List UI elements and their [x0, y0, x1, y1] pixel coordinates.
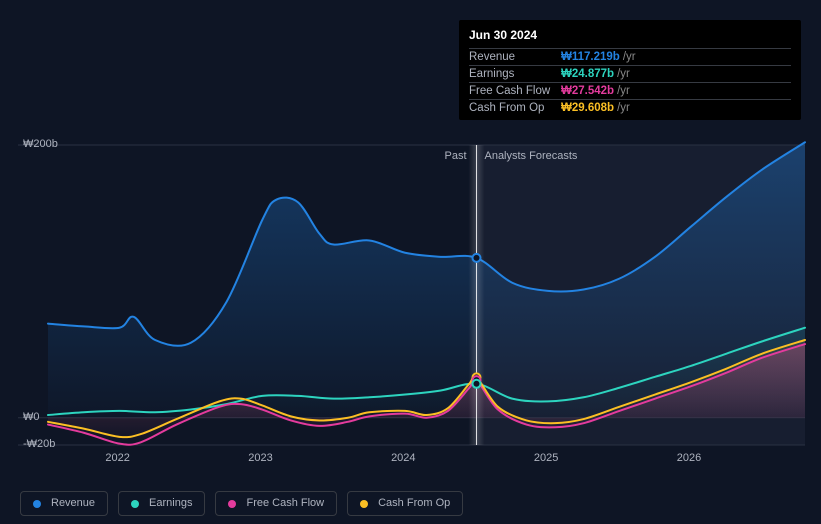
- y-axis-tick-label: -₩20b: [23, 438, 55, 450]
- legend-dot-icon: [228, 500, 236, 508]
- tooltip-value: ₩29.608b: [561, 102, 614, 114]
- tooltip-row-fcf: Free Cash Flow ₩27.542b /yr: [469, 82, 791, 99]
- legend-dot-icon: [131, 500, 139, 508]
- x-axis-tick-label: 2024: [391, 452, 415, 464]
- legend-item-cfo[interactable]: Cash From Op: [347, 491, 463, 516]
- legend-item-fcf[interactable]: Free Cash Flow: [215, 491, 337, 516]
- tooltip-row-cfo: Cash From Op ₩29.608b /yr: [469, 99, 791, 116]
- tooltip-value: ₩24.877b: [561, 68, 614, 80]
- legend-label: Cash From Op: [378, 498, 450, 509]
- tooltip-row-revenue: Revenue ₩117.219b /yr: [469, 48, 791, 65]
- y-axis-tick-label: ₩200b: [23, 138, 58, 150]
- tooltip-metric-label: Free Cash Flow: [469, 85, 561, 97]
- legend-label: Free Cash Flow: [246, 498, 324, 509]
- section-past-label: Past: [444, 150, 466, 162]
- legend-dot-icon: [33, 500, 41, 508]
- x-axis-tick-label: 2023: [248, 452, 272, 464]
- data-tooltip: Jun 30 2024 Revenue ₩117.219b /yr Earnin…: [459, 20, 801, 120]
- section-forecast-label: Analysts Forecasts: [484, 150, 577, 162]
- legend: Revenue Earnings Free Cash Flow Cash Fro…: [20, 491, 463, 516]
- legend-dot-icon: [360, 500, 368, 508]
- tooltip-metric-label: Earnings: [469, 68, 561, 80]
- tooltip-value: ₩117.219b: [561, 51, 620, 63]
- financial-chart: ₩200b ₩0 -₩20b 2022 2023 2024 2025 2026 …: [0, 0, 821, 524]
- legend-label: Earnings: [149, 498, 192, 509]
- legend-label: Revenue: [51, 498, 95, 509]
- tooltip-unit: /yr: [617, 85, 630, 97]
- y-axis-tick-label: ₩0: [23, 411, 40, 423]
- tooltip-unit: /yr: [617, 68, 630, 80]
- tooltip-unit: /yr: [617, 102, 630, 114]
- legend-item-earnings[interactable]: Earnings: [118, 491, 205, 516]
- tooltip-metric-label: Cash From Op: [469, 102, 561, 114]
- x-axis-tick-label: 2026: [677, 452, 701, 464]
- tooltip-unit: /yr: [623, 51, 636, 63]
- tooltip-date: Jun 30 2024: [469, 26, 791, 48]
- x-axis-tick-label: 2022: [105, 452, 129, 464]
- tooltip-value: ₩27.542b: [561, 85, 614, 97]
- tooltip-row-earnings: Earnings ₩24.877b /yr: [469, 65, 791, 82]
- legend-item-revenue[interactable]: Revenue: [20, 491, 108, 516]
- tooltip-metric-label: Revenue: [469, 51, 561, 63]
- x-axis-tick-label: 2025: [534, 452, 558, 464]
